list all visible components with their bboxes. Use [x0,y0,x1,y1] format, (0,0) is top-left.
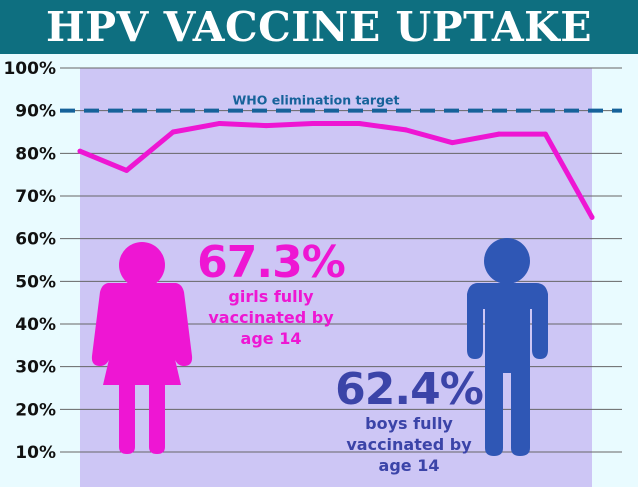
girls-percentage: 67.3% [197,237,346,288]
y-tick-label: 80% [15,144,56,164]
title-bar: HPV VACCINE UPTAKE [0,0,638,54]
boys-description-line-1: boys fully [365,414,453,433]
girls-description-line-3: age 14 [240,329,302,348]
data-point [263,123,269,129]
data-point [124,167,130,173]
boys-stat: 62.4% boys fully vaccinated by age 14 [330,367,488,476]
y-tick-label: 70% [15,187,56,207]
target-line-label: WHO elimination target [233,93,400,108]
data-point [217,120,223,126]
y-tick-label: 20% [15,400,56,420]
data-point [403,127,409,133]
data-point [496,131,502,137]
data-point [170,129,176,135]
data-point [310,120,316,126]
boys-percentage: 62.4% [335,364,484,415]
y-tick-label: 60% [15,230,56,250]
girls-description-line-2: vaccinated by [208,308,334,327]
y-tick-label: 40% [15,315,56,335]
y-tick-label: 50% [15,272,56,292]
girls-description-line-1: girls fully [228,287,314,306]
y-tick-label: 90% [15,102,56,122]
y-tick-label: 30% [15,358,56,378]
y-tick-label: 10% [15,443,56,463]
data-point [542,131,548,137]
uptake-series-line [77,120,595,220]
chart-title: HPV VACCINE UPTAKE [45,3,593,51]
data-point [449,140,455,146]
data-point [589,214,595,220]
girls-stat: 67.3% girls fully vaccinated by age 14 [196,240,346,349]
data-point [356,120,362,126]
boys-description-line-2: vaccinated by [346,435,472,454]
male-figure-icon [467,238,548,456]
y-tick-label: 100% [3,59,56,79]
boys-description-line-3: age 14 [378,456,440,475]
data-point [77,148,83,154]
female-figure-icon [91,242,193,454]
